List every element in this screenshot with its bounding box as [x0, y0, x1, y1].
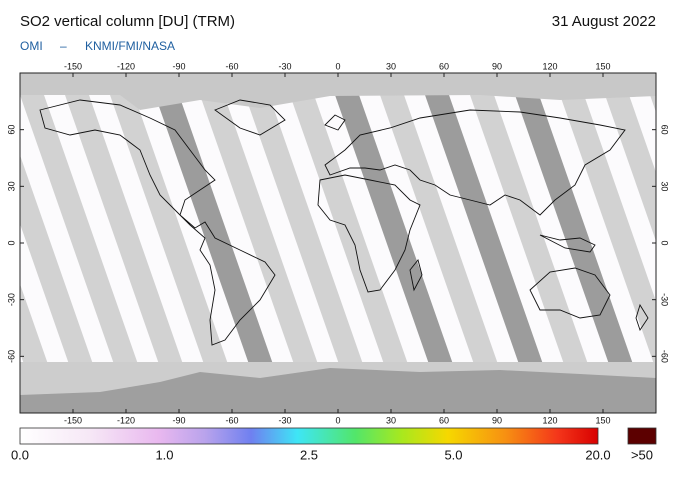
lon-tick-label: 0	[335, 415, 340, 425]
swath	[425, 95, 545, 370]
lon-tick-label: -150	[64, 415, 82, 425]
swaths	[20, 95, 656, 370]
swath	[20, 155, 95, 370]
lat-tick-label: -60	[660, 350, 670, 363]
coastlines	[39, 99, 649, 346]
colorbar-labels: 0.0 1.0 2.5 5.0 20.0	[11, 447, 611, 462]
lon-tick-label: -90	[172, 61, 185, 71]
lon-tick-label: -150	[64, 61, 82, 71]
colorbar-label: 20.0	[585, 447, 610, 462]
swath	[245, 95, 365, 370]
colorbar-label: 1.0	[155, 447, 173, 462]
swath	[335, 95, 455, 370]
colorbar	[19, 427, 599, 445]
swath	[650, 95, 656, 113]
swath	[20, 284, 50, 370]
lon-tick-label: 90	[492, 61, 502, 71]
lon-tick-label: 30	[386, 415, 396, 425]
source-right: KNMI/FMI/NASA	[85, 39, 175, 53]
lat-tick-label: 60	[6, 125, 16, 135]
swath	[515, 95, 635, 370]
lon-tick-label: -90	[172, 415, 185, 425]
axis-ticks: -150 -120 -90 -60 -30 0 30 60 90 120 150 -150 -120 -9…	[6, 61, 669, 425]
lat-tick-label: 60	[660, 125, 670, 135]
colorbar-label: 0.0	[11, 447, 29, 462]
lat-tick-label: 30	[660, 181, 670, 191]
swath	[20, 95, 140, 370]
lon-tick-label: 60	[439, 415, 449, 425]
swath	[560, 95, 656, 370]
source-left: OMI	[20, 39, 43, 53]
separator: –	[60, 39, 67, 53]
date: 31 August 2022	[552, 13, 656, 30]
colorbar-label: 2.5	[300, 447, 318, 462]
colorbar-label: 5.0	[444, 447, 462, 462]
lon-tick-label: 30	[386, 61, 396, 71]
antarctica	[20, 368, 656, 413]
lon-tick-label: -60	[225, 415, 238, 425]
lon-tick-label: -30	[278, 415, 291, 425]
lat-tick-label: 30	[6, 181, 16, 191]
lat-tick-label: -30	[6, 293, 16, 306]
lon-tick-label: -120	[117, 415, 135, 425]
swath	[110, 95, 230, 370]
lon-tick-label: -30	[278, 61, 291, 71]
colorbar-overflow-label: >50	[631, 447, 653, 462]
lon-tick-label: 60	[439, 61, 449, 71]
lat-tick-label: -60	[6, 350, 16, 363]
lon-tick-label: 150	[595, 415, 610, 425]
swath	[605, 95, 656, 242]
arctic-fill	[20, 73, 656, 110]
lon-tick-label: 0	[335, 61, 340, 71]
lon-tick-label: 90	[492, 415, 502, 425]
swath	[470, 95, 590, 370]
lat-tick-label: -30	[660, 293, 670, 306]
swath	[380, 95, 500, 370]
swath	[155, 95, 275, 370]
swath	[200, 95, 320, 370]
lon-tick-label: 120	[542, 61, 557, 71]
colorbar-overflow	[627, 427, 657, 445]
title: SO2 vertical column [DU] (TRM)	[20, 13, 235, 30]
lat-tick-label: 0	[6, 240, 16, 245]
map	[20, 73, 656, 413]
lon-tick-label: -120	[117, 61, 135, 71]
swath	[65, 95, 185, 370]
lon-tick-label: -60	[225, 61, 238, 71]
lat-tick-label: 0	[660, 240, 670, 245]
swath	[290, 95, 410, 370]
lon-tick-label: 150	[595, 61, 610, 71]
lon-tick-label: 120	[542, 415, 557, 425]
